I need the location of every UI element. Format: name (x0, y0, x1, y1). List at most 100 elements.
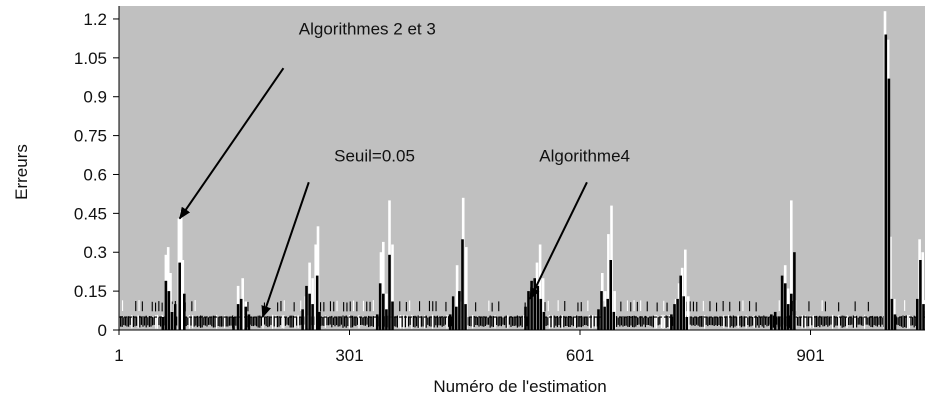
noise-mark (136, 316, 138, 326)
noise-mark (646, 317, 648, 325)
noise-mark (740, 315, 742, 328)
noise-mark (366, 301, 368, 312)
noise-mark (491, 302, 493, 312)
noise-mark (419, 301, 421, 312)
noise-mark (709, 301, 711, 312)
black-bar (461, 239, 464, 330)
noise-mark (448, 316, 450, 327)
noise-mark (910, 317, 912, 326)
noise-mark (526, 316, 528, 327)
noise-mark (433, 315, 435, 328)
noise-mark (347, 316, 349, 327)
noise-mark (224, 315, 226, 329)
noise-mark (185, 316, 187, 327)
white-bar (921, 252, 924, 330)
noise-mark (716, 302, 718, 312)
x-tick-label: 301 (335, 346, 363, 365)
noise-mark (324, 315, 326, 328)
noise-mark (320, 302, 322, 312)
noise-mark (329, 301, 331, 312)
noise-mark (814, 316, 816, 327)
x-axis: 1 301 601 901 (114, 330, 825, 365)
noise-mark (742, 300, 744, 312)
noise-mark (150, 316, 152, 327)
noise-mark (362, 300, 364, 312)
noise-mark (254, 317, 256, 326)
black-bar (385, 309, 388, 330)
noise-mark (572, 316, 574, 327)
noise-mark (739, 301, 741, 312)
white-bar (613, 291, 616, 330)
black-bar (533, 278, 536, 330)
y-tick-label: 0.3 (83, 243, 107, 262)
annotation-label: Algorithme4 (539, 147, 630, 166)
noise-mark (699, 316, 701, 327)
noise-mark (566, 316, 568, 326)
noise-mark (259, 315, 261, 328)
black-bar (884, 34, 888, 330)
noise-mark (124, 316, 126, 326)
white-bar (166, 247, 170, 330)
noise-mark (403, 314, 405, 329)
black-bar (780, 275, 784, 330)
noise-mark (140, 317, 142, 325)
noise-mark (196, 315, 198, 328)
noise-mark (564, 301, 566, 312)
noise-mark (438, 317, 440, 326)
noise-mark (344, 316, 346, 327)
noise-mark (412, 316, 414, 327)
noise-mark (801, 315, 803, 329)
noise-mark (339, 316, 341, 327)
annotation-arrow (529, 181, 588, 300)
noise-mark (358, 315, 360, 329)
noise-mark (498, 301, 500, 312)
noise-mark (356, 317, 358, 325)
noise-mark (816, 315, 818, 327)
noise-mark (435, 301, 437, 312)
noise-mark (552, 315, 554, 328)
noise-mark (857, 317, 859, 325)
noise-mark (654, 314, 656, 329)
y-tick-label: 0 (98, 321, 107, 340)
noise-mark (694, 316, 696, 326)
black-bar (247, 314, 251, 330)
noise-mark (428, 300, 430, 312)
noise-mark (121, 316, 123, 327)
noise-mark (702, 300, 704, 312)
black-bar (527, 291, 530, 330)
noise-mark (128, 316, 130, 327)
noise-mark (420, 316, 422, 327)
noise-mark (744, 316, 746, 327)
noise-mark (908, 315, 910, 329)
noise-mark (550, 315, 552, 328)
noise-mark (704, 315, 706, 329)
noise-mark (194, 300, 196, 312)
white-bar (391, 244, 394, 330)
noise-mark (208, 317, 210, 325)
black-bar (916, 298, 919, 330)
noise-mark (729, 301, 731, 312)
noise-mark (660, 315, 662, 329)
noise-mark (153, 317, 155, 325)
black-bar (170, 311, 174, 330)
black-bar (783, 283, 787, 330)
white-bar (455, 265, 459, 330)
black-bar (301, 309, 304, 330)
noise-mark (191, 301, 193, 312)
annotations: Algorithmes 2 et 3 Seuil=0.05 Algorithme4 (178, 20, 630, 318)
noise-mark (851, 317, 853, 325)
black-bar (606, 298, 609, 330)
y-tick-label: 1.05 (74, 49, 107, 68)
noise-mark (812, 315, 814, 328)
black-bar (451, 296, 455, 330)
noise-mark (346, 302, 348, 312)
noise-mark (710, 317, 712, 326)
noise-mark (865, 317, 867, 325)
noise-mark (144, 316, 146, 326)
noise-mark (188, 315, 190, 329)
white-bar (677, 283, 681, 330)
noise-mark (745, 315, 747, 329)
annotation-arrow (178, 67, 285, 220)
noise-mark (155, 302, 157, 312)
noise-mark (228, 316, 230, 326)
